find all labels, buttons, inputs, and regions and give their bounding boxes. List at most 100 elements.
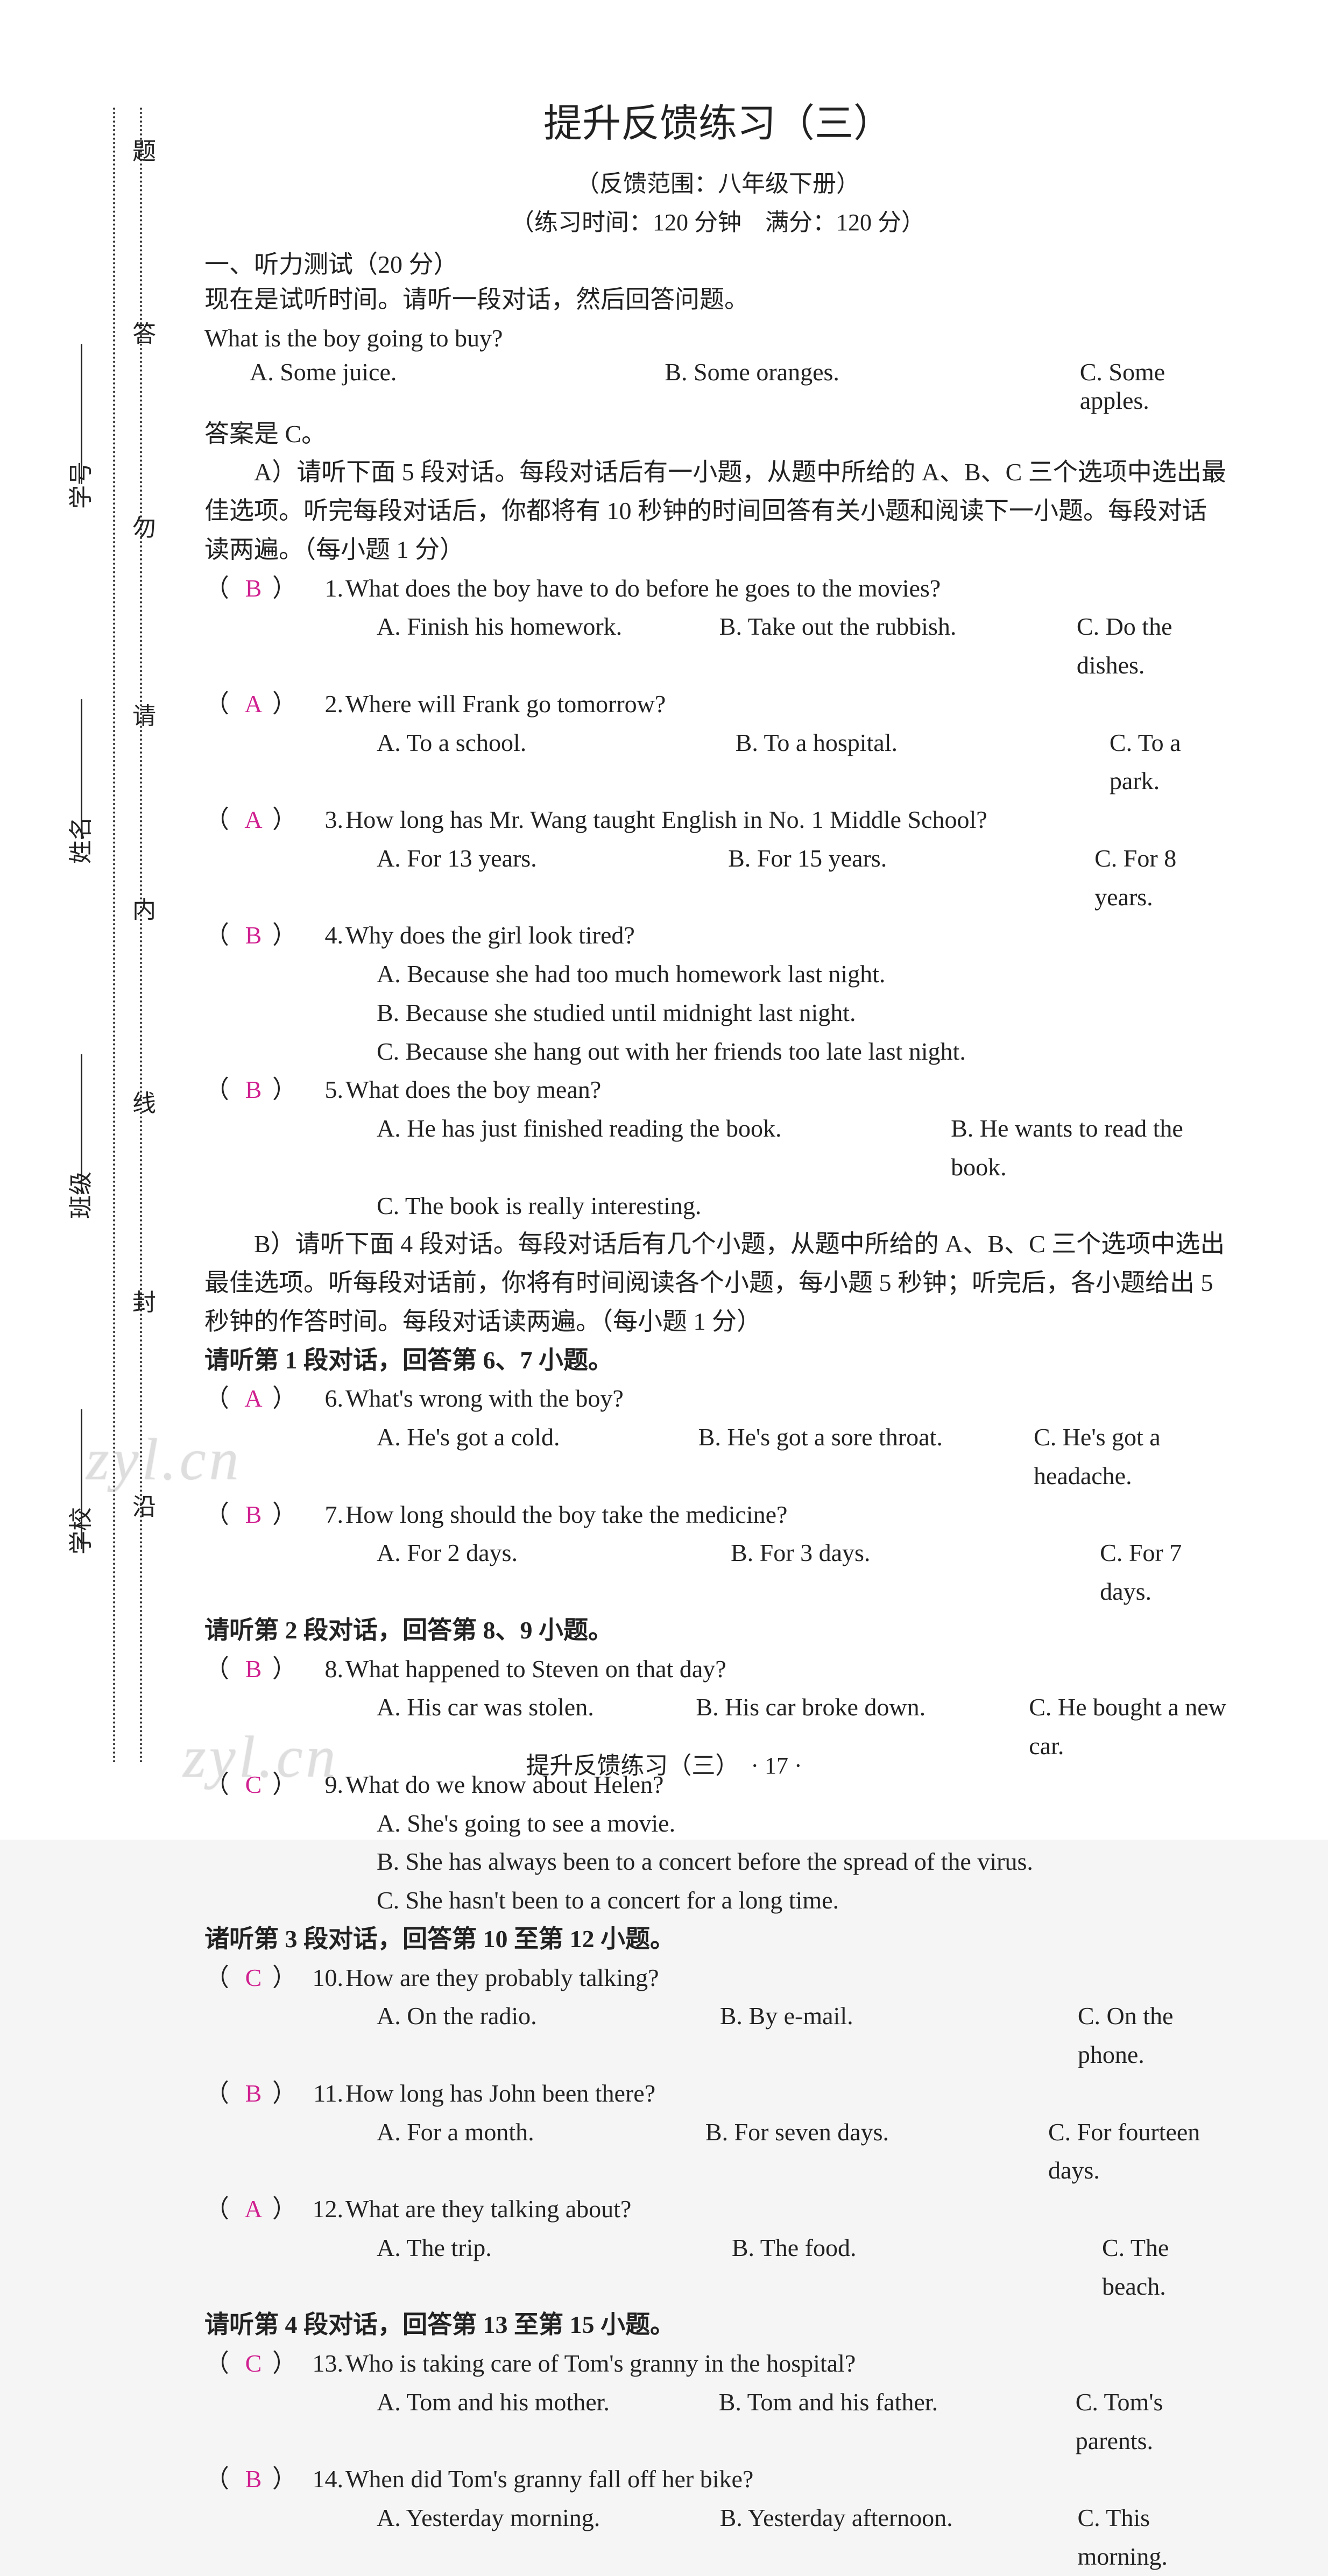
opt-a: A. For a month. [377, 2113, 705, 2190]
question-row: （B） 5. What does the boy mean? [204, 1070, 1231, 1109]
question-number: 3. [302, 800, 345, 839]
question-options: A. For a month. B. For seven days. C. Fo… [377, 2113, 1231, 2190]
opt-b: B. He's got a sore throat. [698, 1418, 1034, 1495]
vert-char-a: 沿 [132, 1495, 156, 1519]
question-row: （B） 4. Why does the girl look tired? [204, 916, 1231, 955]
label-class: 班级 [61, 1172, 96, 1219]
answer-key: A [235, 800, 272, 839]
question-options: A. Because she had too much homework las… [377, 955, 1231, 1070]
question-stem: What happened to Steven on that day? [345, 1650, 1231, 1688]
sample-opt-b: B. Some oranges. [665, 358, 1079, 415]
question-stem: Who is taking care of Tom's granny in th… [345, 2344, 1231, 2383]
question-stem: What does the boy mean? [345, 1070, 1231, 1109]
question-row: （C） 10. How are they probably talking? [204, 1958, 1231, 1997]
section-1-head: 一、听力测试（20 分） [204, 245, 1231, 280]
vert-char-e: 请 [132, 705, 156, 728]
question-stem: How long should the boy take the medicin… [345, 1495, 1231, 1534]
question-options: A. He's got a cold. B. He's got a sore t… [377, 1418, 1231, 1495]
question-options: A. Tom and his mother. B. Tom and his fa… [377, 2383, 1231, 2460]
opt-b: B. The food. [732, 2229, 1102, 2306]
opt-b: B. For seven days. [705, 2113, 1048, 2190]
opt-c: C. Do the dishes. [1077, 607, 1231, 685]
question-number: 7. [302, 1495, 345, 1534]
question-options: A. For 13 years. B. For 15 years. C. For… [377, 839, 1231, 917]
opt-c: C. This morning. [1077, 2499, 1231, 2576]
page-title: 提升反馈练习（三） [204, 91, 1231, 148]
opt-a: A. For 13 years. [377, 839, 728, 917]
question-row: （B） 11. How long has John been there? [204, 2074, 1231, 2113]
page-footer: 提升反馈练习（三） · 17 · [0, 1746, 1328, 1780]
opt-a: A. He has just finished reading the book… [377, 1109, 951, 1187]
question-number: 10. [302, 1958, 345, 1997]
vert-char-g: 答 [132, 323, 156, 346]
opt-b: B. She has always been to a concert befo… [377, 1842, 1231, 1881]
question-stem: Where will Frank go tomorrow? [345, 685, 1231, 723]
answer-key: B [235, 569, 272, 608]
conv2-head: 请听第 2 段对话，回答第 8、9 小题。 [204, 1611, 1231, 1650]
conv1-head: 请听第 1 段对话，回答第 6、7 小题。 [204, 1341, 1231, 1380]
vert-char-c: 线 [132, 1092, 156, 1116]
label-name: 姓名 [61, 817, 96, 864]
question-number: 2. [302, 685, 345, 723]
worksheet-page: 学校 班级 姓名 学号 沿 封 线 内 请 勿 答 题 提升反馈练习（三） （反… [0, 0, 1328, 1840]
subtitle-scope: （反馈范围：八年级下册） [204, 164, 1231, 198]
opt-c: C. Because she hang out with her friends… [377, 1032, 1231, 1071]
section-1-intro: 现在是试听时间。请听一段对话，然后回答问题。 [204, 280, 1231, 319]
opt-a: A. Tom and his mother. [377, 2383, 719, 2460]
question-row: （B） 1. What does the boy have to do befo… [204, 569, 1231, 608]
opt-a: A. Because she had too much homework las… [377, 955, 1231, 994]
outer-dotted-line [113, 108, 115, 1764]
question-number: 1. [302, 569, 345, 608]
question-number: 11. [302, 2074, 345, 2113]
answer-key: C [235, 1958, 272, 1997]
opt-c: C. She hasn't been to a concert for a lo… [377, 1881, 1231, 1920]
question-number: 5. [302, 1070, 345, 1109]
question-stem: What does the boy have to do before he g… [345, 569, 1231, 608]
opt-c: C. He's got a headache. [1034, 1418, 1231, 1495]
opt-a: A. On the radio. [377, 1997, 720, 2074]
answer-key: B [235, 916, 272, 955]
question-row: （B） 7. How long should the boy take the … [204, 1495, 1231, 1534]
opt-b: B. For 3 days. [731, 1534, 1100, 1611]
question-options: A. The trip. B. The food. C. The beach. [377, 2229, 1231, 2306]
question-row: （B） 14. When did Tom's granny fall off h… [204, 2460, 1231, 2499]
question-number: 4. [302, 916, 345, 955]
answer-key: B [235, 1650, 272, 1688]
question-row: （B） 8. What happened to Steven on that d… [204, 1650, 1231, 1688]
question-options: A. For 2 days. B. For 3 days. C. For 7 d… [377, 1534, 1231, 1611]
opt-b: B. To a hospital. [736, 723, 1110, 801]
opt-b: B. Yesterday afternoon. [720, 2499, 1078, 2576]
opt-b: B. For 15 years. [728, 839, 1094, 917]
opt-a: A. To a school. [377, 723, 736, 801]
question-stem: What's wrong with the boy? [345, 1379, 1231, 1418]
question-options: A. Yesterday morning. B. Yesterday after… [377, 2499, 1231, 2576]
binding-margin: 学校 班级 姓名 学号 沿 封 线 内 请 勿 答 题 [65, 108, 172, 1764]
opt-b: B. Take out the rubbish. [719, 607, 1077, 685]
question-row: （A） 6. What's wrong with the boy? [204, 1379, 1231, 1418]
question-number: 8. [302, 1650, 345, 1688]
opt-c: C. For fourteen days. [1048, 2113, 1231, 2190]
question-number: 13. [302, 2344, 345, 2383]
question-stem: When did Tom's granny fall off her bike? [345, 2460, 1231, 2499]
opt-c: C. The book is really interesting. [377, 1187, 1231, 1225]
conv3-head: 诸听第 3 段对话，回答第 10 至第 12 小题。 [204, 1920, 1231, 1958]
opt-c: C. Tom's parents. [1076, 2383, 1231, 2460]
subtitle-time: （练习时间：120 分钟 满分：120 分） [204, 203, 1231, 237]
opt-c: C. To a park. [1110, 723, 1231, 801]
answer-key: B [235, 1070, 272, 1109]
question-number: 12. [302, 2190, 345, 2229]
opt-a: A. The trip. [377, 2229, 732, 2306]
opt-c: C. For 7 days. [1100, 1534, 1231, 1611]
opt-c: C. On the phone. [1078, 1997, 1231, 2074]
opt-a: A. Yesterday morning. [377, 2499, 720, 2576]
question-number: 6. [302, 1379, 345, 1418]
vert-char-f: 勿 [132, 516, 156, 540]
opt-b: B. By e-mail. [720, 1997, 1078, 2074]
question-stem: What are they talking about? [345, 2190, 1231, 2229]
question-row: （A） 3. How long has Mr. Wang taught Engl… [204, 800, 1231, 839]
question-options: A. Finish his homework. B. Take out the … [377, 607, 1231, 685]
question-options: A. To a school. B. To a hospital. C. To … [377, 723, 1231, 801]
question-stem: How long has John been there? [345, 2074, 1231, 2113]
opt-b: B. Tom and his father. [719, 2383, 1076, 2460]
question-number: 14. [302, 2460, 345, 2499]
